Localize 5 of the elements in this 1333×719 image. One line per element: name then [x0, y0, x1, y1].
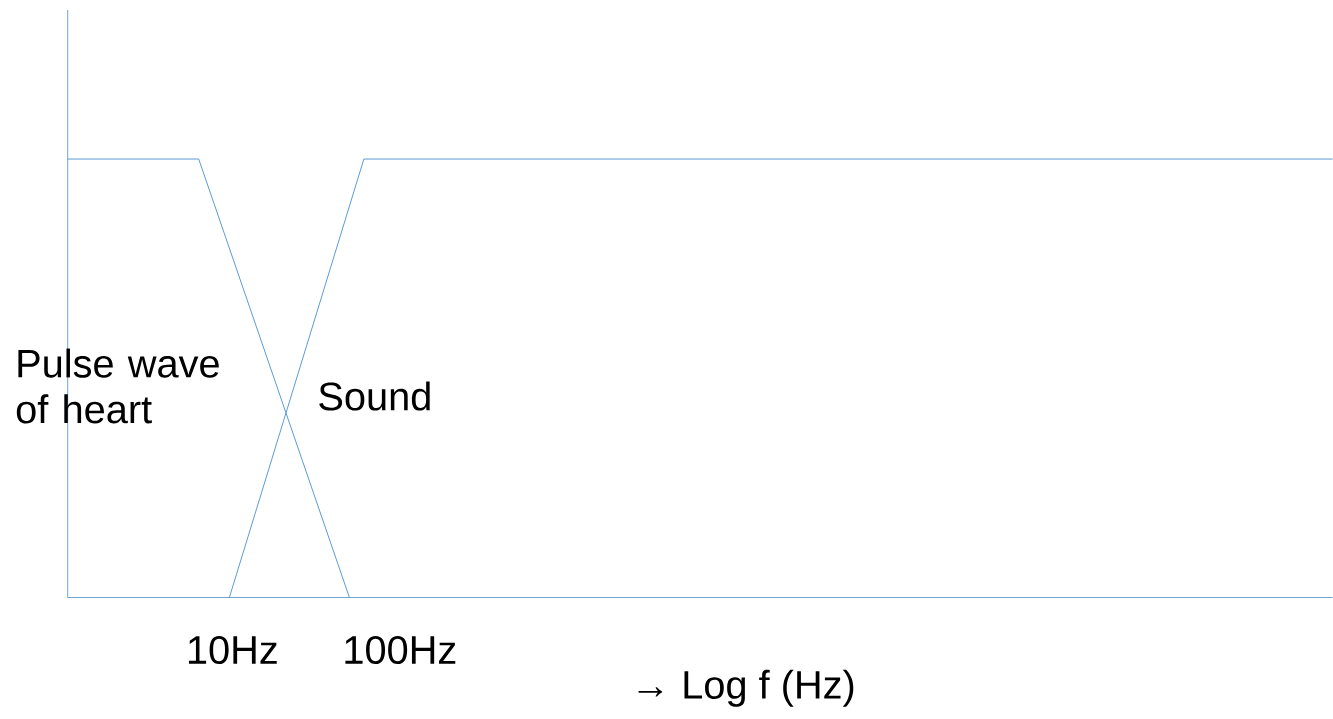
series-label: Sound — [319, 381, 430, 411]
x-tick-label: 10Hz — [188, 635, 277, 664]
series-label: Pulse wave of heart — [16, 348, 219, 424]
x-axis-title: → Log f (Hz) — [638, 669, 854, 707]
x-tick-label: 100Hz — [345, 635, 456, 664]
